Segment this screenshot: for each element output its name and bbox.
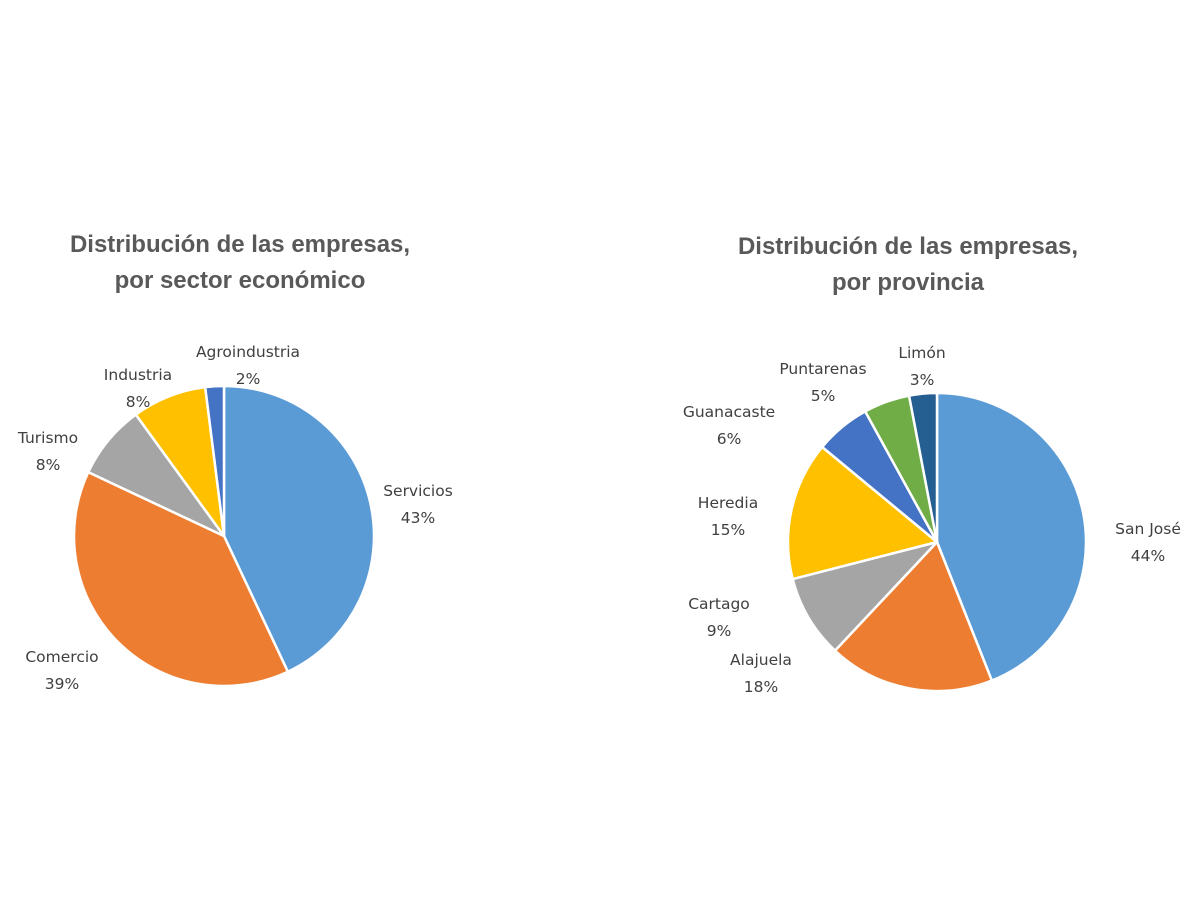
label-name: Alajuela	[730, 651, 792, 669]
label-name: Comercio	[25, 648, 98, 666]
label-percent: 5%	[811, 387, 836, 405]
label-name: Servicios	[383, 482, 453, 500]
pie-slice-limon	[907, 391, 939, 544]
pie-slice-agroindustria	[203, 384, 226, 538]
pie-chart-sector: Distribución de las empresas, por sector…	[17, 231, 453, 693]
label-percent: 8%	[126, 393, 151, 411]
data-label-cartago: Cartago 9%	[688, 595, 750, 640]
data-label-agroindustria: Agroindustria 2%	[196, 343, 300, 388]
label-percent: 39%	[45, 675, 79, 693]
label-name: Agroindustria	[196, 343, 300, 361]
data-label-puntarenas: Puntarenas 5%	[779, 360, 866, 405]
chart-title-line-2: por provincia	[832, 269, 985, 296]
label-percent: 15%	[711, 521, 745, 539]
pie-slice-heredia	[786, 445, 939, 581]
data-label-industria: Industria 8%	[104, 366, 172, 411]
pie-slices	[72, 384, 376, 688]
label-name: Heredia	[698, 494, 758, 512]
data-label-servicios: Servicios 43%	[383, 482, 453, 527]
chart-title-line-2: por sector económico	[115, 267, 366, 294]
label-name: Puntarenas	[779, 360, 866, 378]
label-name: Turismo	[17, 429, 78, 447]
data-label-guanacaste: Guanacaste 6%	[683, 403, 775, 448]
pie-chart-provincia: Distribución de las empresas, por provin…	[683, 233, 1181, 696]
label-percent: 2%	[236, 370, 261, 388]
label-percent: 44%	[1131, 547, 1165, 565]
label-percent: 43%	[401, 509, 435, 527]
label-percent: 9%	[707, 622, 732, 640]
chart-title-line-1: Distribución de las empresas,	[738, 233, 1078, 260]
data-label-san-jose: San José 44%	[1115, 520, 1181, 565]
data-label-limon: Limón 3%	[898, 344, 945, 389]
label-name: Cartago	[688, 595, 750, 613]
pie-slice-servicios	[222, 384, 376, 673]
label-percent: 3%	[910, 371, 935, 389]
chart-title-line-1: Distribución de las empresas,	[70, 231, 410, 258]
label-name: Industria	[104, 366, 172, 384]
pie-slice-comercio	[72, 470, 290, 688]
data-label-turismo: Turismo 8%	[17, 429, 78, 474]
data-label-comercio: Comercio 39%	[25, 648, 98, 693]
label-percent: 6%	[717, 430, 742, 448]
pie-slices	[786, 391, 1088, 693]
label-percent: 18%	[744, 678, 778, 696]
label-percent: 8%	[36, 456, 61, 474]
label-name: Guanacaste	[683, 403, 775, 421]
pie-slice-cartago	[791, 540, 939, 652]
pie-slice-alajuela	[833, 540, 994, 693]
label-name: Limón	[898, 344, 945, 362]
data-label-heredia: Heredia 15%	[698, 494, 758, 539]
pie-slice-san-jose	[935, 391, 1088, 682]
data-label-alajuela: Alajuela 18%	[730, 651, 792, 696]
label-name: San José	[1115, 520, 1181, 538]
